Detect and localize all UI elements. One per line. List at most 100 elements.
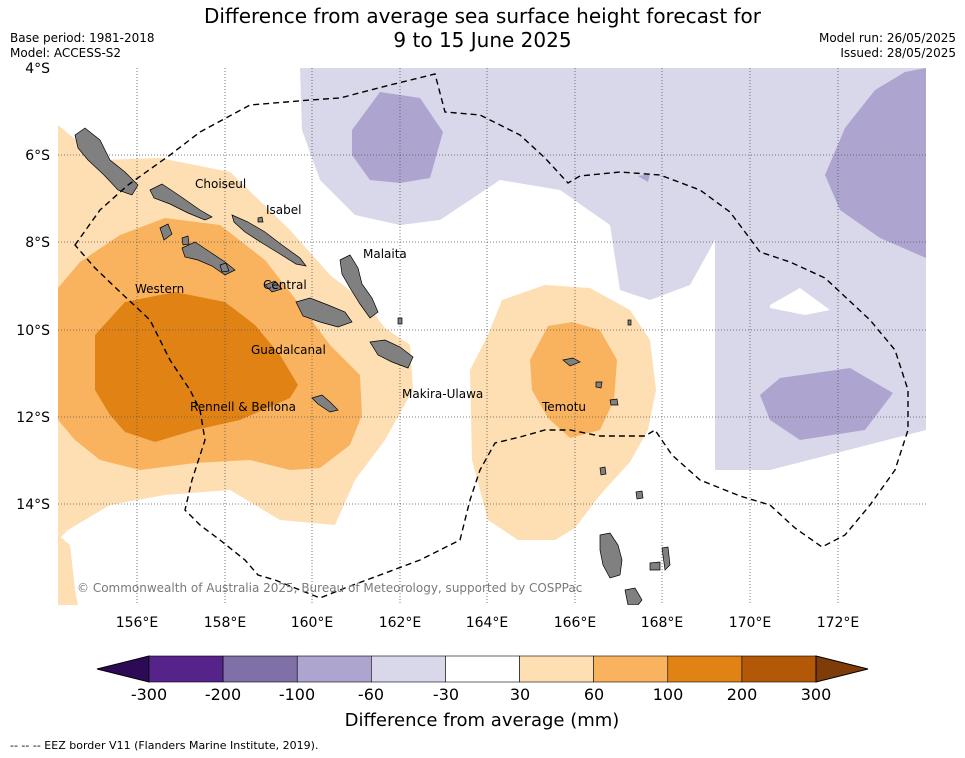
lon-label-158e: 158°E (204, 615, 247, 631)
lon-label-164e: 164°E (466, 615, 509, 631)
colorbar-swatches (96, 655, 869, 683)
colorbar-swatch (296, 655, 372, 683)
vanikoro-island (595, 381, 603, 389)
bougainville-island (74, 127, 139, 196)
colorbar: -300 -200 -100 -60 -30 30 60 100 200 300… (96, 655, 869, 731)
chart-title: Difference from average sea surface heig… (0, 4, 965, 52)
lon-label-160e: 160°E (291, 615, 334, 631)
issued-text: Issued: 28/05/2025 (840, 46, 956, 60)
cbar-tick-minus-30: -30 (433, 685, 459, 704)
eez-border (74, 73, 909, 599)
region-labels: Choiseul Isabel Malaita Western Central … (135, 177, 586, 414)
malaita-island (339, 254, 379, 319)
cbar-tick-30: 30 (510, 685, 530, 704)
lon-label-172e: 172°E (817, 615, 860, 631)
makira-island (369, 339, 414, 369)
label-isabel: Isabel (266, 203, 301, 217)
cbar-tick-minus-100: -100 (279, 685, 315, 704)
label-makira-ulawa: Makira-Ulawa (402, 387, 483, 401)
title-line-1: Difference from average sea surface heig… (203, 4, 762, 28)
small-island-5 (599, 466, 607, 476)
lat-label-8s: 8°S (25, 235, 50, 251)
colorbar-swatch (741, 655, 817, 683)
negative-anomaly-core-northwest (352, 92, 443, 183)
negative-anomaly-core-northeast (825, 68, 926, 258)
label-guadalcanal: Guadalcanal (251, 343, 326, 357)
colorbar-swatch (667, 655, 743, 683)
cbar-tick-60: 60 (584, 685, 604, 704)
white-gap-south (715, 430, 926, 605)
colorbar-swatch (445, 655, 520, 683)
base-period-text: Base period: 1981-2018 (10, 31, 155, 45)
maewo-island (661, 546, 671, 571)
latitude-labels: 4°S 6°S 8°S 10°S 12°S 14°S (16, 61, 50, 513)
small-island-4 (397, 317, 403, 325)
lat-label-10s: 10°S (16, 323, 50, 339)
choiseul-island (149, 183, 213, 221)
copyright-text: © Commonwealth of Australia 2025, Bureau… (77, 581, 582, 595)
banks-islands (635, 490, 644, 500)
guadalcanal-island (295, 297, 353, 328)
nggela-island (264, 280, 283, 293)
rennell-island (311, 394, 339, 413)
cbar-tick-300: 300 (801, 685, 832, 704)
model-run-text: Model run: 26/05/2025 (818, 31, 956, 45)
cbar-tick-200: 200 (727, 685, 758, 704)
eez-legend-text: -- -- -- EEZ border V11 (Flanders Marine… (10, 739, 319, 752)
colorbar-swatch (148, 655, 224, 683)
lon-label-156e: 156°E (116, 615, 159, 631)
colorbar-swatch (593, 655, 669, 683)
colorbar-swatch-below-min (96, 655, 150, 683)
longitude-labels: 156°E 158°E 160°E 162°E 164°E 166°E 168°… (116, 615, 860, 631)
graticule (58, 68, 926, 605)
malakula-island (624, 587, 643, 605)
lat-label-4s: 4°S (25, 61, 50, 77)
lon-label-162e: 162°E (379, 615, 422, 631)
positive-anomaly-100-200-west (95, 292, 298, 442)
pentecost-island (649, 561, 661, 571)
cbar-tick-minus-60: -60 (358, 685, 384, 704)
colorbar-label: Difference from average (mm) (345, 710, 620, 731)
label-western: Western (135, 282, 184, 296)
colorbar-swatch (371, 655, 446, 683)
map-body: Choiseul Isabel Malaita Western Central … (58, 68, 926, 605)
lat-label-12s: 12°S (16, 410, 50, 426)
lon-label-166e: 166°E (554, 615, 597, 631)
lat-label-6s: 6°S (25, 148, 50, 164)
utupua-island (609, 398, 619, 406)
label-choiseul: Choiseul (195, 177, 246, 191)
cbar-tick-100: 100 (653, 685, 684, 704)
run-info: Model run: 26/05/2025 Issued: 28/05/2025 (819, 31, 956, 61)
label-central: Central (263, 278, 307, 292)
land-masses (74, 127, 671, 605)
colorbar-swatch (519, 655, 594, 683)
lat-label-14s: 14°S (16, 497, 50, 513)
small-island-1 (181, 235, 190, 246)
positive-anomaly-60-100-east (530, 322, 617, 438)
model-info: Base period: 1981-2018 Model: ACCESS-S2 (10, 31, 155, 61)
negative-anomaly-core-tiny (638, 174, 650, 182)
label-malaita: Malaita (363, 247, 407, 261)
cbar-tick-minus-200: -200 (205, 685, 241, 704)
label-rennell-bellona: Rennell & Bellona (190, 400, 296, 414)
label-temotu: Temotu (541, 400, 586, 414)
lon-label-170e: 170°E (729, 615, 772, 631)
santa-cruz-island (562, 357, 581, 367)
colorbar-tick-labels: -300 -200 -100 -60 -30 30 60 100 200 300 (131, 685, 831, 704)
espiritu-santo-island (599, 532, 623, 579)
negative-anomaly-core-east (760, 368, 893, 440)
small-island-3 (257, 216, 264, 223)
isabel-island (231, 214, 307, 267)
small-island-2 (219, 262, 230, 273)
positive-anomaly-30-60-southwest (58, 535, 78, 605)
colorbar-swatch (222, 655, 298, 683)
model-name-text: Model: ACCESS-S2 (10, 46, 122, 60)
white-gap (770, 288, 830, 315)
vella-lavella-island (159, 223, 173, 241)
cbar-tick-minus-300: -300 (131, 685, 167, 704)
lon-label-168e: 168°E (641, 615, 684, 631)
colorbar-swatch-above-max (815, 655, 869, 683)
title-line-2: 9 to 15 June 2025 (393, 28, 572, 52)
small-island-6 (627, 319, 632, 326)
